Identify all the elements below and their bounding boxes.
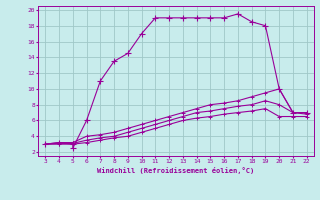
- X-axis label: Windchill (Refroidissement éolien,°C): Windchill (Refroidissement éolien,°C): [97, 167, 255, 174]
